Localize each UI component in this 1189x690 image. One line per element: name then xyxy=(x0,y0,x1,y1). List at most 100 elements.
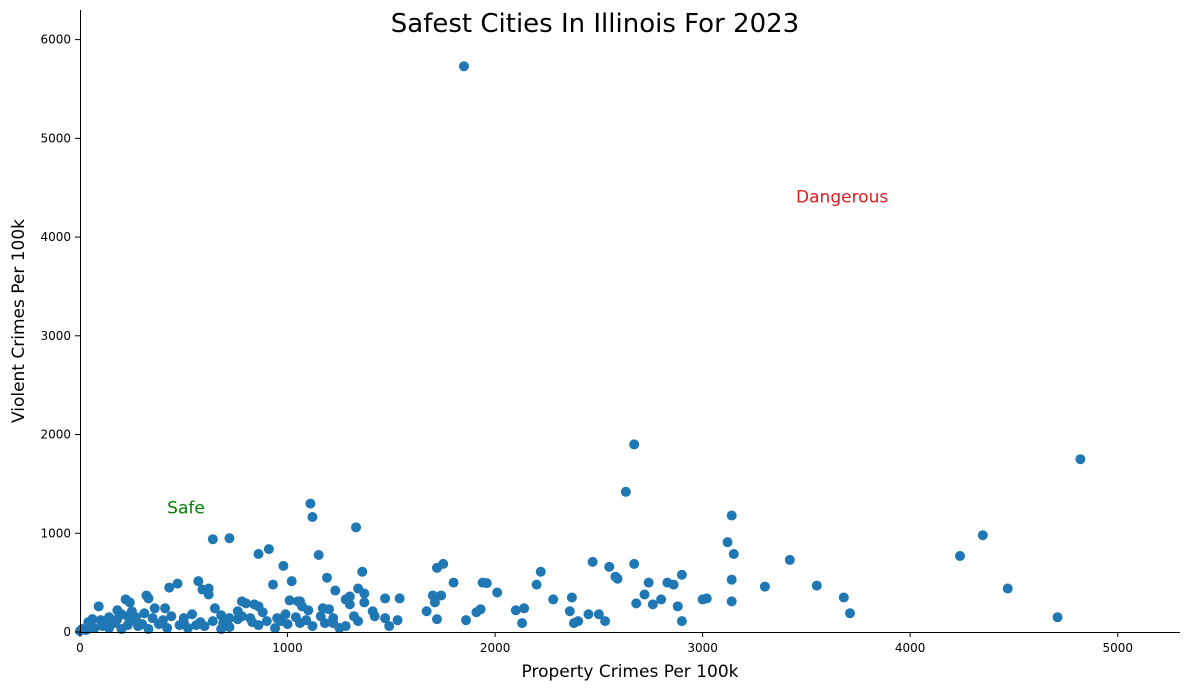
data-point xyxy=(83,617,94,628)
data-point xyxy=(224,533,235,544)
data-point xyxy=(728,549,739,560)
data-point xyxy=(209,603,220,614)
data-point xyxy=(519,603,530,614)
data-point xyxy=(587,556,598,567)
data-point xyxy=(629,439,640,450)
y-tick-label: 2000 xyxy=(40,428,71,442)
y-tick-label: 5000 xyxy=(40,131,71,145)
data-point xyxy=(838,592,849,603)
data-point xyxy=(421,606,432,617)
data-point xyxy=(321,572,332,583)
y-tick-label: 1000 xyxy=(40,526,71,540)
data-point xyxy=(477,577,488,588)
data-point xyxy=(845,608,855,619)
data-point xyxy=(955,550,965,561)
data-point xyxy=(1002,583,1013,594)
data-point xyxy=(1052,612,1063,623)
y-tick-label: 6000 xyxy=(40,33,71,47)
data-point xyxy=(431,614,442,625)
data-point xyxy=(436,590,447,601)
data-point xyxy=(191,620,202,631)
data-point xyxy=(351,522,362,533)
data-point xyxy=(257,607,268,618)
data-point xyxy=(193,576,204,587)
y-tick-label: 4000 xyxy=(40,230,71,244)
data-point xyxy=(431,562,442,573)
data-point xyxy=(612,573,623,584)
data-point xyxy=(178,617,189,628)
data-point xyxy=(324,604,335,615)
x-tick-label: 5000 xyxy=(1102,641,1133,655)
data-point xyxy=(492,587,503,598)
data-point xyxy=(164,582,175,593)
data-point xyxy=(380,613,391,624)
data-point xyxy=(270,623,281,634)
data-point xyxy=(286,576,297,587)
data-point xyxy=(759,581,770,592)
data-point xyxy=(357,566,368,577)
data-point xyxy=(600,616,611,627)
data-point xyxy=(369,611,380,622)
data-point xyxy=(629,558,640,569)
data-point xyxy=(295,596,305,607)
data-point xyxy=(249,599,260,610)
data-point xyxy=(278,560,289,571)
data-point xyxy=(531,579,542,590)
data-point xyxy=(207,616,218,627)
data-point xyxy=(564,606,575,617)
data-points xyxy=(75,61,1086,637)
data-point xyxy=(510,605,521,616)
data-point xyxy=(232,606,243,617)
data-point xyxy=(112,614,123,625)
data-point xyxy=(122,611,133,622)
data-point xyxy=(676,616,687,627)
data-point xyxy=(207,534,218,545)
data-point xyxy=(232,614,243,625)
data-point xyxy=(89,623,100,634)
data-point xyxy=(656,594,667,605)
data-point xyxy=(668,579,679,590)
data-point xyxy=(307,621,318,632)
data-point xyxy=(643,577,654,588)
data-point xyxy=(344,599,355,610)
y-axis-label: Violent Crimes Per 100k xyxy=(9,219,29,423)
data-point xyxy=(220,616,231,627)
data-point xyxy=(99,616,110,627)
data-point xyxy=(517,618,528,629)
data-point xyxy=(722,537,733,548)
data-point xyxy=(697,594,708,605)
y-tick-label: 3000 xyxy=(40,329,71,343)
annotation-safe: Safe xyxy=(167,499,205,519)
data-point xyxy=(93,601,104,612)
data-point xyxy=(253,620,264,631)
data-point xyxy=(199,621,210,632)
data-point xyxy=(647,599,658,610)
data-point xyxy=(261,616,272,627)
data-point xyxy=(726,574,737,585)
data-point xyxy=(153,619,164,630)
annotations: Safe Dangerous xyxy=(167,188,888,519)
data-point xyxy=(216,624,227,635)
data-point xyxy=(303,605,314,616)
data-point xyxy=(139,608,150,619)
x-tick-label: 1000 xyxy=(272,641,303,655)
data-point xyxy=(548,594,559,605)
data-point xyxy=(284,595,295,606)
data-point xyxy=(160,603,171,614)
data-point xyxy=(568,618,579,629)
x-tick-label: 4000 xyxy=(895,641,926,655)
data-point xyxy=(301,615,312,626)
data-point xyxy=(268,579,279,590)
y-axis-ticks: 0 1000 2000 3000 4000 5000 6000 xyxy=(40,33,80,639)
data-point xyxy=(133,621,144,632)
data-point xyxy=(672,601,683,612)
data-point xyxy=(203,589,214,600)
data-point xyxy=(384,621,395,632)
data-point xyxy=(359,588,370,599)
data-point xyxy=(620,486,631,497)
data-point xyxy=(141,590,152,601)
data-point xyxy=(313,549,324,560)
data-point xyxy=(593,609,604,620)
data-point xyxy=(676,569,687,580)
data-point xyxy=(263,544,274,555)
